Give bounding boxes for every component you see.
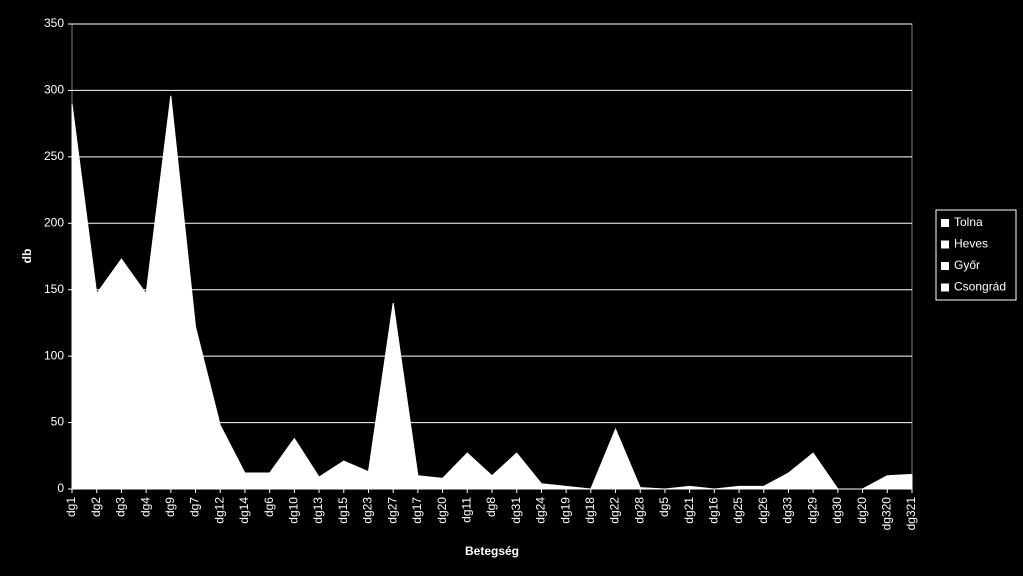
y-axis-label: db — [20, 249, 34, 264]
x-tick-label: dg18 — [583, 497, 597, 524]
x-tick-label: dg13 — [311, 497, 325, 524]
x-tick-label: dg26 — [756, 497, 770, 524]
legend-swatch — [941, 240, 949, 249]
legend-label: Tolna — [954, 215, 983, 229]
x-tick-label: dg320 — [879, 497, 893, 531]
x-tick-label: dg24 — [534, 497, 548, 524]
x-tick-label: dg10 — [287, 497, 301, 524]
x-tick-label: dg14 — [237, 497, 251, 524]
x-axis-label: Betegség — [465, 544, 519, 558]
y-tick-label: 100 — [44, 348, 64, 362]
y-tick-label: 250 — [44, 149, 64, 163]
x-tick-label: dg11 — [459, 497, 473, 523]
x-tick-label: dg29 — [805, 497, 819, 524]
legend-swatch — [941, 219, 949, 227]
x-tick-label: dg1 — [64, 497, 78, 517]
x-tick-label: dg33 — [781, 497, 795, 524]
legend-label: Győr — [954, 258, 980, 272]
x-tick-label: dg7 — [188, 497, 202, 517]
x-tick-label: dg2 — [89, 497, 103, 517]
x-tick-label: dg15 — [336, 497, 350, 524]
x-tick-label: dg16 — [707, 497, 721, 524]
x-tick-label: dg25 — [731, 497, 745, 524]
area — [71, 95, 913, 490]
x-tick-label: dg12 — [212, 497, 226, 524]
x-tick-label: dg6 — [262, 497, 276, 517]
legend-box — [935, 209, 1017, 301]
y-tick-label: 200 — [44, 215, 64, 229]
x-tick-label: dg20 — [435, 497, 449, 524]
x-tick-label: dg3 — [114, 497, 128, 517]
x-tick-label: dg21 — [682, 497, 696, 524]
x-tick-label: dg30 — [830, 497, 844, 524]
x-tick-label: dg19 — [558, 497, 572, 524]
legend-label: Csongrád — [954, 280, 1006, 294]
legend-swatch — [941, 283, 949, 292]
x-tick-label: dg28 — [632, 497, 646, 524]
x-tick-label: dg5 — [657, 497, 671, 517]
x-tick-label: dg9 — [163, 497, 177, 517]
y-tick-label: 150 — [44, 282, 64, 296]
y-tick-label: 300 — [44, 83, 64, 97]
legend-label: Heves — [954, 237, 988, 251]
x-tick-label: dg17 — [410, 497, 424, 524]
x-tick-label: dg8 — [484, 497, 498, 517]
x-tick-label: dg27 — [385, 497, 399, 524]
x-tick-label: dg31 — [509, 497, 523, 524]
x-tick-label: dg20 — [855, 497, 869, 524]
legend-swatch — [941, 262, 949, 270]
y-tick-label: 350 — [44, 16, 64, 30]
x-tick-label: dg4 — [138, 497, 152, 517]
x-tick-label: dg321 — [904, 497, 918, 531]
x-tick-label: dg23 — [361, 497, 375, 524]
y-tick-label: 50 — [51, 415, 65, 429]
x-tick-label: dg22 — [608, 497, 622, 524]
y-tick-label: 0 — [57, 481, 64, 495]
